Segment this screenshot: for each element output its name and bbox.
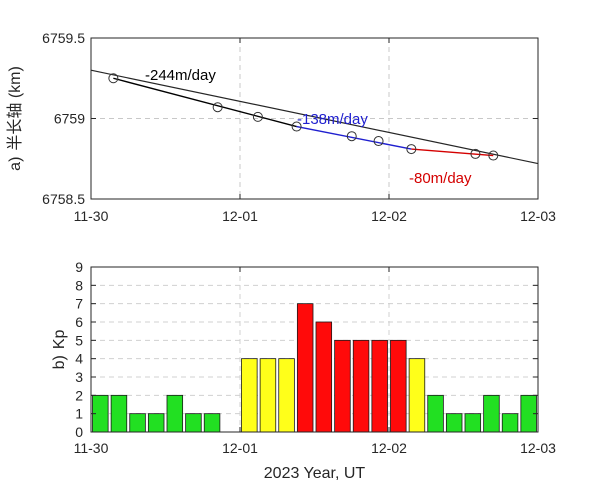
kp-bar	[445, 413, 463, 433]
kp-bar	[147, 413, 165, 433]
y-tick-label-b: 9	[75, 259, 83, 275]
fit-segment	[296, 125, 412, 150]
observation-point	[488, 150, 499, 161]
trend-line	[90, 69, 539, 165]
observation-point	[108, 73, 119, 84]
x-tick-label-b: 12-03	[520, 440, 556, 456]
x-tick-label-a: 11-30	[74, 208, 109, 224]
kp-bar	[483, 394, 500, 433]
kp-bar	[203, 413, 221, 433]
x-tick-label-a: 12-02	[371, 208, 407, 224]
slope-annotation: -138m/day	[297, 111, 368, 128]
fit-segment	[113, 77, 297, 128]
y-axis-label-a: a) 半长轴 (km)	[6, 66, 24, 171]
kp-bar	[129, 413, 146, 433]
y-tick-label-b: 5	[75, 332, 83, 348]
observation-point	[373, 136, 384, 147]
y-tick-label-b: 7	[75, 296, 83, 312]
kp-bar	[501, 413, 519, 433]
slope-annotation: -80m/day	[409, 170, 472, 187]
kp-bar	[408, 358, 426, 433]
observation-point	[252, 111, 263, 122]
kp-bar	[334, 339, 351, 433]
y-tick-label-a: 6759	[54, 111, 85, 127]
observation-point	[291, 121, 302, 132]
y-tick-label-b: 2	[75, 387, 83, 403]
x-axis-label-b: 2023 Year, UT	[264, 465, 366, 482]
y-axis-label-text-b: b) Kp	[51, 330, 68, 370]
panel-label-a: a)	[7, 157, 24, 171]
y-axis-title-a: 半长轴 (km)	[6, 66, 24, 150]
kp-bar	[315, 321, 333, 433]
observation-point	[212, 102, 223, 113]
y-tick-label-b: 4	[75, 351, 83, 367]
y-axis-label-text-a: a) 半长轴 (km)	[6, 66, 24, 171]
kp-bar	[241, 358, 258, 433]
observation-point	[470, 148, 481, 159]
x-tick-label-b: 11-30	[74, 440, 109, 456]
y-tick-label-a: 6758.5	[42, 191, 85, 207]
kp-bar	[166, 394, 184, 433]
y-tick-label-b: 8	[75, 277, 83, 293]
kp-bar	[352, 339, 370, 433]
slope-annotation: -244m/day	[145, 67, 216, 84]
observation-point	[346, 131, 357, 142]
axes-frame-b	[90, 266, 539, 433]
x-tick-label-b: 12-01	[222, 440, 258, 456]
y-axis-label-b: b) Kp	[51, 330, 68, 370]
kp-bar	[296, 303, 314, 433]
kp-bar	[259, 358, 277, 433]
y-tick-label-b: 6	[75, 314, 83, 330]
kp-bar	[427, 394, 444, 433]
panel-label-b: b)	[51, 355, 68, 369]
x-tick-label-a: 12-01	[222, 208, 258, 224]
kp-bar	[464, 413, 482, 433]
observation-point	[406, 144, 417, 155]
y-tick-label-b: 1	[75, 406, 83, 422]
x-tick-label-a: 12-03	[520, 208, 556, 224]
kp-bar	[371, 339, 388, 433]
y-axis-title-b: Kp	[51, 330, 68, 350]
kp-bar	[278, 358, 295, 433]
y-tick-label-b: 0	[75, 424, 83, 440]
panel-b-kp-index: 11-30 12-01 12-02 12-03 0 1 2 3 4 5 6 7 8 9 b) Kp 2023 Y…	[51, 259, 556, 482]
kp-bar	[110, 394, 128, 433]
kp-bar	[390, 339, 407, 433]
x-tick-label-b: 12-02	[371, 440, 407, 456]
y-tick-label-a: 6759.5	[42, 30, 85, 46]
plot-area-b	[91, 267, 538, 432]
y-tick-label-b: 3	[75, 369, 83, 385]
panel-a-semi-major-axis: -244m/day -138m/day -80m/day 11-30 12-01 12-0…	[6, 30, 556, 224]
kp-bar	[185, 413, 202, 433]
